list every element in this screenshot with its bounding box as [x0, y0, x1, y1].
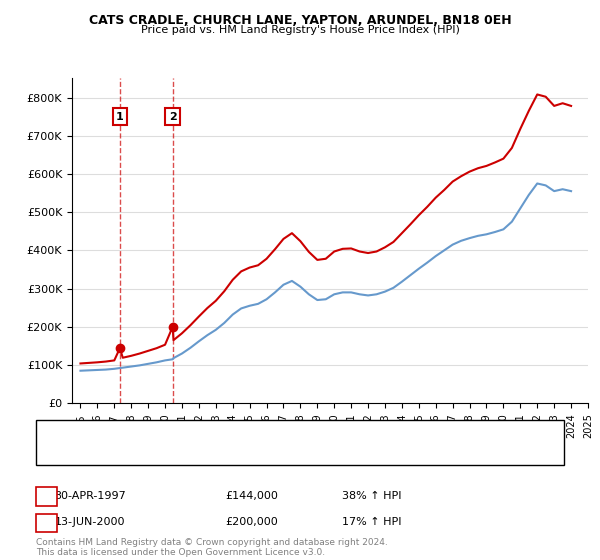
- Text: £144,000: £144,000: [226, 491, 278, 501]
- Text: £200,000: £200,000: [226, 517, 278, 528]
- Text: 1: 1: [43, 491, 50, 501]
- Text: 30-APR-1997: 30-APR-1997: [54, 491, 126, 501]
- Text: 13-JUN-2000: 13-JUN-2000: [55, 517, 125, 528]
- Text: HPI: Average price, detached house, Arun: HPI: Average price, detached house, Arun: [72, 447, 276, 458]
- Text: 2: 2: [43, 517, 50, 528]
- Text: 1: 1: [116, 111, 124, 122]
- Text: Price paid vs. HM Land Registry's House Price Index (HPI): Price paid vs. HM Land Registry's House …: [140, 25, 460, 35]
- Text: 2: 2: [169, 111, 176, 122]
- Text: 38% ↑ HPI: 38% ↑ HPI: [342, 491, 402, 501]
- Text: CATS CRADLE, CHURCH LANE, YAPTON, ARUNDEL, BN18 0EH (detached house): CATS CRADLE, CHURCH LANE, YAPTON, ARUNDE…: [72, 427, 459, 437]
- Text: 17% ↑ HPI: 17% ↑ HPI: [342, 517, 402, 528]
- Text: CATS CRADLE, CHURCH LANE, YAPTON, ARUNDEL, BN18 0EH: CATS CRADLE, CHURCH LANE, YAPTON, ARUNDE…: [89, 14, 511, 27]
- Text: Contains HM Land Registry data © Crown copyright and database right 2024.
This d: Contains HM Land Registry data © Crown c…: [36, 538, 388, 557]
